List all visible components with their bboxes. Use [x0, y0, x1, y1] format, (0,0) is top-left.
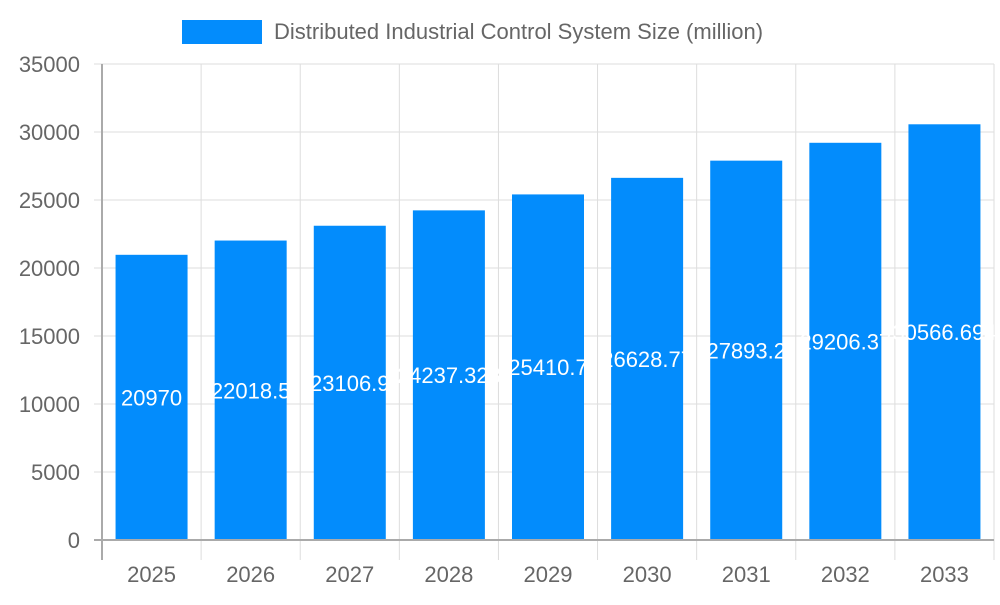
x-tick-label: 2033 [920, 562, 969, 587]
bar [611, 177, 684, 540]
data-label: 24237.323 [397, 363, 501, 388]
y-tick-label: 20000 [19, 256, 80, 281]
data-label: 25410.7 [508, 355, 588, 380]
data-label: 30566.694 [892, 320, 996, 345]
legend[interactable]: Distributed Industrial Control System Si… [182, 19, 763, 44]
data-label: 26628.77 [601, 347, 693, 372]
legend-label: Distributed Industrial Control System Si… [274, 19, 763, 44]
bar [710, 160, 783, 541]
bar [412, 210, 485, 540]
x-tick-label: 2027 [325, 562, 374, 587]
data-label: 29206.37 [799, 329, 891, 354]
y-tick-label: 30000 [19, 120, 80, 145]
y-tick-label: 5000 [31, 460, 80, 485]
data-label: 22018.5 [211, 378, 291, 403]
bars [115, 124, 981, 541]
bar [313, 225, 386, 540]
x-tick-label: 2029 [524, 562, 573, 587]
x-tick-label: 2028 [424, 562, 473, 587]
x-tick-label: 2032 [821, 562, 870, 587]
y-tick-label: 35000 [19, 52, 80, 77]
legend-swatch [182, 20, 262, 44]
y-tick-label: 10000 [19, 392, 80, 417]
bar [214, 240, 287, 540]
data-label: 23106.9 [310, 371, 390, 396]
bar [809, 142, 882, 540]
bar [512, 194, 584, 540]
y-tick-label: 25000 [19, 188, 80, 213]
x-tick-label: 2026 [226, 562, 275, 587]
data-labels: 20970 22018.5 23106.9 24237.323 25410.7 26628… [121, 320, 996, 410]
x-tick-label: 2025 [127, 562, 176, 587]
x-tick-label: 2031 [722, 562, 771, 587]
bar [115, 254, 188, 541]
axes: 0 5000 10000 15000 20000 25000 30000 35000 2025 2… [19, 52, 994, 587]
data-label: 27893.2 [706, 338, 786, 363]
y-tick-label: 0 [68, 528, 80, 553]
y-tick-label: 15000 [19, 324, 80, 349]
bar [908, 124, 981, 540]
data-label: 20970 [121, 385, 182, 410]
x-tick-label: 2030 [623, 562, 672, 587]
